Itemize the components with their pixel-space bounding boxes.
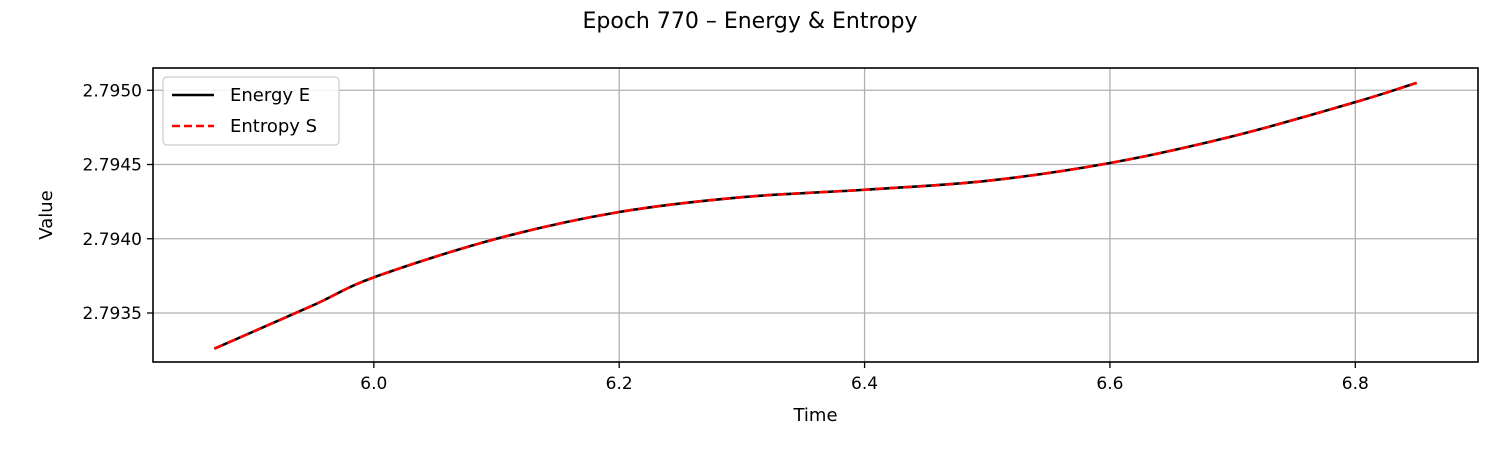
x-tick-label: 6.0 [360,374,387,394]
x-axis: 6.0 6.2 6.4 6.6 6.8 [360,362,1369,394]
x-axis-label: Time [792,405,837,426]
y-tick-label: 2.7950 [83,81,142,101]
series-line-energy [213,81,1418,350]
y-tick-label: 2.7935 [83,304,142,324]
series-line-entropy [213,81,1418,350]
plot-frame [152,67,1479,363]
series-layer [213,81,1418,350]
legend-label-energy: Energy E [230,85,310,106]
y-tick-label: 2.7945 [83,156,142,176]
y-axis: 2.7935 2.7940 2.7945 2.7950 [83,81,153,324]
x-tick-label: 6.2 [606,374,633,394]
legend: Energy E Entropy S [162,76,340,146]
grid-layer [153,68,1478,362]
x-tick-label: 6.6 [1096,374,1123,394]
legend-label-entropy: Entropy S [230,116,317,137]
x-tick-label: 6.8 [1342,374,1369,394]
y-axis-label: Value [36,190,57,239]
y-tick-label: 2.7940 [83,230,142,250]
chart-title: Epoch 770 – Energy & Entropy [583,9,918,34]
x-tick-label: 6.4 [851,374,878,394]
